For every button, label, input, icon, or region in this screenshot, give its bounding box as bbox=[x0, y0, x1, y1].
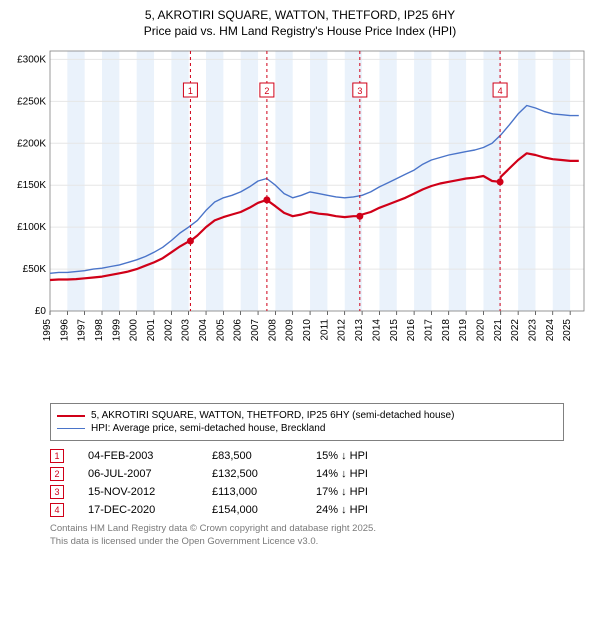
svg-text:2008: 2008 bbox=[267, 319, 278, 342]
sale-diff: 17% ↓ HPI bbox=[316, 486, 406, 498]
title-line1: 5, AKROTIRI SQUARE, WATTON, THETFORD, IP… bbox=[8, 8, 592, 24]
svg-text:2015: 2015 bbox=[389, 319, 400, 342]
sale-diff: 14% ↓ HPI bbox=[316, 468, 406, 480]
svg-text:2016: 2016 bbox=[406, 319, 417, 342]
svg-text:2011: 2011 bbox=[319, 319, 330, 341]
sale-diff: 24% ↓ HPI bbox=[316, 504, 406, 516]
svg-text:1995: 1995 bbox=[42, 319, 53, 342]
svg-text:2007: 2007 bbox=[250, 319, 261, 342]
legend-swatch bbox=[57, 428, 85, 429]
svg-text:2001: 2001 bbox=[146, 319, 157, 342]
sale-date: 06-JUL-2007 bbox=[88, 468, 188, 480]
footer-line2: This data is licensed under the Open Gov… bbox=[50, 536, 564, 548]
sale-marker: 3 bbox=[50, 485, 64, 499]
sale-price: £83,500 bbox=[212, 450, 292, 462]
sale-marker: 1 bbox=[50, 449, 64, 463]
svg-text:3: 3 bbox=[357, 86, 362, 96]
svg-text:2020: 2020 bbox=[475, 319, 486, 342]
sale-row: 3 15-NOV-2012 £113,000 17% ↓ HPI bbox=[50, 485, 564, 499]
legend-swatch bbox=[57, 415, 85, 417]
svg-text:£150K: £150K bbox=[17, 180, 46, 191]
footer-note: Contains HM Land Registry data © Crown c… bbox=[50, 523, 564, 548]
chart-svg: £0 £50K £100K £150K £200K £250K £300K 1995 1996 1… bbox=[8, 45, 592, 395]
svg-text:2012: 2012 bbox=[337, 319, 348, 342]
line-chart: £0 £50K £100K £150K £200K £250K £300K 1995 1996 1… bbox=[8, 45, 592, 395]
svg-text:2022: 2022 bbox=[510, 319, 521, 342]
legend-label: HPI: Average price, semi-detached house,… bbox=[91, 423, 325, 434]
svg-text:1: 1 bbox=[188, 86, 193, 96]
svg-text:2000: 2000 bbox=[129, 319, 140, 342]
footer-line1: Contains HM Land Registry data © Crown c… bbox=[50, 523, 564, 535]
sale-date: 15-NOV-2012 bbox=[88, 486, 188, 498]
svg-text:2006: 2006 bbox=[233, 319, 244, 342]
svg-text:£300K: £300K bbox=[17, 55, 46, 66]
svg-text:2017: 2017 bbox=[423, 319, 434, 342]
svg-text:2003: 2003 bbox=[181, 319, 192, 342]
svg-text:2010: 2010 bbox=[302, 319, 313, 342]
sale-marker: 4 bbox=[50, 503, 64, 517]
sale-price: £132,500 bbox=[212, 468, 292, 480]
svg-text:1998: 1998 bbox=[94, 319, 105, 342]
svg-text:2002: 2002 bbox=[163, 319, 174, 342]
svg-text:2014: 2014 bbox=[371, 319, 382, 342]
svg-text:2023: 2023 bbox=[527, 319, 538, 342]
svg-text:2013: 2013 bbox=[354, 319, 365, 342]
svg-text:£100K: £100K bbox=[17, 222, 46, 233]
svg-text:2019: 2019 bbox=[458, 319, 469, 342]
sale-marker: 2 bbox=[50, 467, 64, 481]
svg-text:2004: 2004 bbox=[198, 319, 209, 342]
svg-text:2024: 2024 bbox=[545, 319, 556, 342]
svg-text:2: 2 bbox=[264, 86, 269, 96]
sale-row: 2 06-JUL-2007 £132,500 14% ↓ HPI bbox=[50, 467, 564, 481]
sale-diff: 15% ↓ HPI bbox=[316, 450, 406, 462]
legend-row: HPI: Average price, semi-detached house,… bbox=[57, 423, 557, 434]
sale-price: £154,000 bbox=[212, 504, 292, 516]
sales-table: 1 04-FEB-2003 £83,500 15% ↓ HPI 2 06-JUL-2007… bbox=[50, 449, 564, 517]
sale-price: £113,000 bbox=[212, 486, 292, 498]
sale-row: 1 04-FEB-2003 £83,500 15% ↓ HPI bbox=[50, 449, 564, 463]
svg-text:2005: 2005 bbox=[215, 319, 226, 342]
svg-text:1996: 1996 bbox=[59, 319, 70, 342]
chart-container: { "title": { "line1": "5, AKROTIRI SQUAR… bbox=[0, 0, 600, 556]
svg-text:£250K: £250K bbox=[17, 97, 46, 108]
chart-title: 5, AKROTIRI SQUARE, WATTON, THETFORD, IP… bbox=[8, 8, 592, 39]
svg-text:£0: £0 bbox=[35, 306, 47, 317]
svg-text:4: 4 bbox=[498, 86, 503, 96]
sale-date: 17-DEC-2020 bbox=[88, 504, 188, 516]
svg-text:£50K: £50K bbox=[23, 264, 47, 275]
svg-text:2021: 2021 bbox=[493, 319, 504, 342]
sale-date: 04-FEB-2003 bbox=[88, 450, 188, 462]
svg-text:2025: 2025 bbox=[562, 319, 573, 342]
title-line2: Price paid vs. HM Land Registry's House … bbox=[8, 24, 592, 40]
svg-text:2009: 2009 bbox=[285, 319, 296, 342]
svg-text:1999: 1999 bbox=[111, 319, 122, 342]
legend-row: 5, AKROTIRI SQUARE, WATTON, THETFORD, IP… bbox=[57, 410, 557, 421]
svg-text:2018: 2018 bbox=[441, 319, 452, 342]
svg-text:1997: 1997 bbox=[77, 319, 88, 342]
legend: 5, AKROTIRI SQUARE, WATTON, THETFORD, IP… bbox=[50, 403, 564, 441]
svg-text:£200K: £200K bbox=[17, 138, 46, 149]
legend-label: 5, AKROTIRI SQUARE, WATTON, THETFORD, IP… bbox=[91, 410, 454, 421]
sale-row: 4 17-DEC-2020 £154,000 24% ↓ HPI bbox=[50, 503, 564, 517]
